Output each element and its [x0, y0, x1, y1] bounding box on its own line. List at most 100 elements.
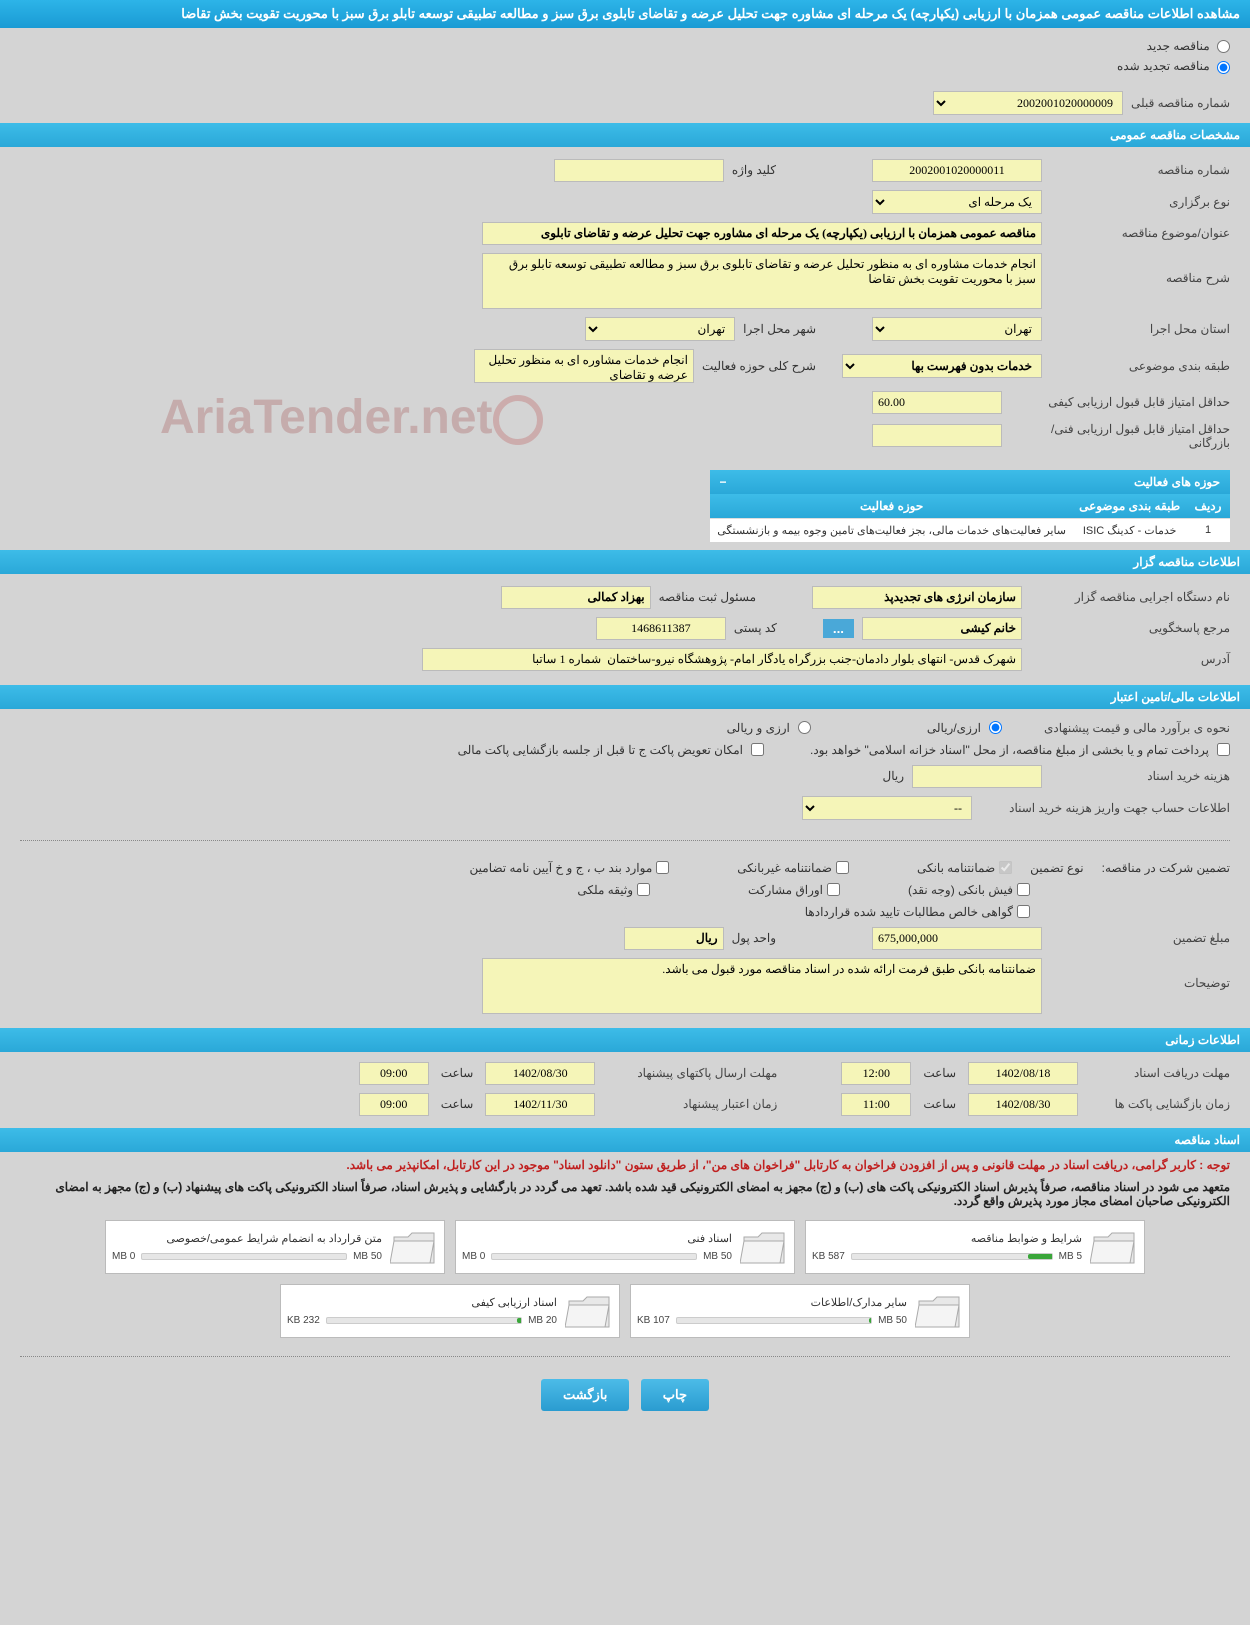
chk-contract[interactable] [1017, 905, 1030, 918]
send-label: مهلت ارسال پاکتهای پیشنهاد [607, 1066, 777, 1080]
hour-label-2: ساعت [441, 1066, 474, 1080]
radio-currency[interactable] [798, 721, 811, 734]
receive-label: مهلت دریافت اسناد [1090, 1066, 1230, 1080]
postal-input[interactable] [596, 617, 726, 640]
lbl-g-cash: فیش بانکی (وجه نقد) [908, 883, 1013, 897]
guarantee-label: تضمین شرکت در مناقصه: [1102, 861, 1230, 875]
doc-used-5: 232 KB [287, 1315, 320, 1326]
chk-treasury[interactable] [1217, 743, 1230, 756]
table-row: 1 خدمات - کدینگ ISIC سایر فعالیت‌های خدم… [710, 518, 1230, 542]
chk-cash[interactable] [1017, 883, 1030, 896]
address-label: آدرس [1030, 652, 1230, 666]
doc-title-1: شرایط و ضوابط مناقصه [812, 1232, 1082, 1245]
print-button[interactable]: چاپ [641, 1379, 709, 1411]
unit-input[interactable] [624, 927, 724, 950]
doc-title-4: سایر مدارک/اطلاعات [637, 1296, 907, 1309]
doc-cost-label: هزینه خرید اسناد [1050, 769, 1230, 783]
hour-label-1: ساعت [923, 1066, 956, 1080]
min-quality-label: حداقل امتیاز قابل قبول ارزیابی کیفی [1010, 395, 1230, 409]
account-label: اطلاعات حساب جهت واریز هزینه خرید اسناد [980, 801, 1230, 815]
doc-box-4[interactable]: سایر مدارک/اطلاعات 50 MB 107 KB [630, 1284, 970, 1338]
org-input[interactable] [812, 586, 1022, 609]
notes-label: توضیحات [1050, 958, 1230, 990]
hour-label-3: ساعت [923, 1097, 956, 1111]
open-date[interactable] [968, 1093, 1078, 1116]
desc-textarea[interactable]: انجام خدمات مشاوره ای به منظور تحلیل عرض… [482, 253, 1042, 309]
lbl-g-bonds: اوراق مشارکت [748, 883, 823, 897]
category-select[interactable]: خدمات بدون فهرست بها [842, 354, 1042, 378]
valid-date[interactable] [485, 1093, 595, 1116]
min-tech-input[interactable] [872, 424, 1002, 447]
chk-bonds[interactable] [827, 883, 840, 896]
row-field: سایر فعالیت‌های خدمات مالی، بجز فعالیت‌ه… [710, 518, 1073, 542]
chk-nonbank[interactable] [836, 861, 849, 874]
doc-box-1[interactable]: شرایط و ضوابط مناقصه 5 MB 587 KB [805, 1220, 1145, 1274]
doc-box-2[interactable]: اسناد فنی 50 MB 0 MB [455, 1220, 795, 1274]
reg-person-input[interactable] [501, 586, 651, 609]
activity-table-title: حوزه های فعالیت [736, 470, 1230, 494]
folder-icon [915, 1291, 963, 1331]
tender-no-label: شماره مناقصه [1050, 163, 1230, 177]
minus-icon[interactable]: − [710, 470, 736, 494]
desc-label: شرح مناقصه [1050, 253, 1230, 285]
prev-tender-select[interactable]: 2002001020000009 [933, 91, 1123, 115]
progress-bar [491, 1253, 697, 1260]
keyword-label: کلید واژه [732, 163, 776, 177]
notes-textarea[interactable]: ضمانتنامه بانکی طبق فرمت ارائه شده در اس… [482, 958, 1042, 1014]
subject-input[interactable] [482, 222, 1042, 245]
chk-cases[interactable] [656, 861, 669, 874]
province-select[interactable]: تهران [872, 317, 1042, 341]
radio-currency-label: ارزی و ریالی [727, 721, 790, 735]
top-radio-area: مناقصه جدید مناقصه تجدید شده [0, 28, 1250, 85]
receive-time[interactable] [841, 1062, 911, 1085]
section-financial: اطلاعات مالی/تامین اعتبار [0, 685, 1250, 709]
contact-label: مرجع پاسخگویی [1030, 621, 1230, 635]
receive-date[interactable] [968, 1062, 1078, 1085]
min-quality-input[interactable] [872, 391, 1002, 414]
send-time[interactable] [359, 1062, 429, 1085]
min-tech-label: حداقل امتیاز قابل قبول ارزیابی فنی/بازرگ… [1010, 422, 1230, 450]
address-input[interactable] [422, 648, 1022, 671]
city-label: شهر محل اجرا [743, 322, 816, 336]
tender-no-input[interactable] [872, 159, 1042, 182]
section-holder: اطلاعات مناقصه گزار [0, 550, 1250, 574]
section-timing: اطلاعات زمانی [0, 1028, 1250, 1052]
treasury-note: پرداخت تمام و یا بخشی از مبلغ مناقصه، از… [810, 743, 1209, 757]
keyword-input[interactable] [554, 159, 724, 182]
doc-used-4: 107 KB [637, 1315, 670, 1326]
doc-box-5[interactable]: اسناد ارزیابی کیفی 20 MB 232 KB [280, 1284, 620, 1338]
account-select[interactable]: -- [802, 796, 972, 820]
amount-input[interactable] [872, 927, 1042, 950]
lbl-g-nonbank: ضمانتنامه غیربانکی [737, 861, 832, 875]
prev-tender-label: شماره مناقصه قبلی [1131, 96, 1230, 110]
radio-rial[interactable] [989, 721, 1002, 734]
doc-title-2: اسناد فنی [462, 1232, 732, 1245]
back-button[interactable]: بازگشت [541, 1379, 629, 1411]
city-select[interactable]: تهران [585, 317, 735, 341]
valid-label: زمان اعتبار پیشنهاد [607, 1097, 777, 1111]
activity-desc-textarea[interactable]: انجام خدمات مشاوره ای به منظور تحلیل عرض… [474, 349, 694, 383]
radio-new-tender[interactable] [1217, 40, 1230, 53]
progress-bar [141, 1253, 347, 1260]
doc-cost-input[interactable] [912, 765, 1042, 788]
valid-time[interactable] [359, 1093, 429, 1116]
chk-swap[interactable] [751, 743, 764, 756]
doc-title-5: اسناد ارزیابی کیفی [287, 1296, 557, 1309]
ellipsis-button[interactable]: ... [823, 619, 854, 638]
folder-icon [740, 1227, 788, 1267]
send-date[interactable] [485, 1062, 595, 1085]
amount-label: مبلغ تضمین [1050, 931, 1230, 945]
contact-input[interactable] [862, 617, 1022, 640]
lbl-g-cases: موارد بند ب ، ج و خ آیین نامه تضامین [470, 861, 653, 875]
section-docs: اسناد مناقصه [0, 1128, 1250, 1152]
open-time[interactable] [841, 1093, 911, 1116]
doc-box-3[interactable]: متن قرارداد به انضمام شرایط عمومی/خصوصی … [105, 1220, 445, 1274]
postal-label: کد پستی [734, 621, 777, 635]
method-label: نحوه ی برآورد مالی و قیمت پیشنهادی [1010, 721, 1230, 735]
radio-renewed-tender[interactable] [1217, 61, 1230, 74]
chk-property[interactable] [637, 883, 650, 896]
col-field: حوزه فعالیت [710, 494, 1073, 519]
type-select[interactable]: یک مرحله ای [872, 190, 1042, 214]
doc-title-3: متن قرارداد به انضمام شرایط عمومی/خصوصی [112, 1232, 382, 1245]
chk-bank-guarantee[interactable] [999, 861, 1012, 874]
